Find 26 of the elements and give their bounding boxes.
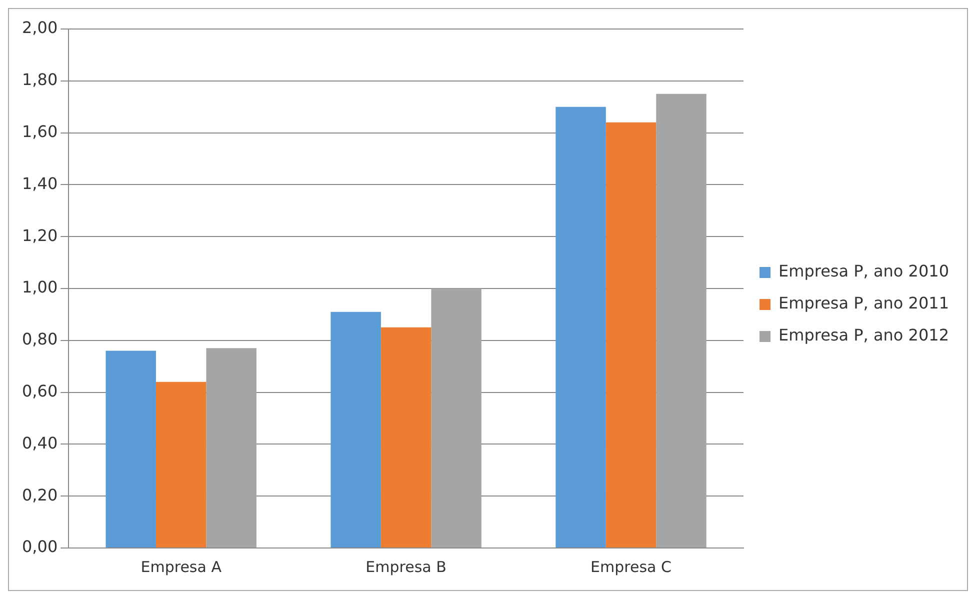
legend-label: Empresa P, ano 2011	[778, 294, 950, 313]
y-tick-label: 1,80	[22, 70, 58, 90]
bar	[106, 350, 156, 548]
y-tick-label: 0,20	[22, 485, 58, 504]
bar	[656, 94, 706, 548]
legend-label: Empresa P, ano 2012	[778, 326, 950, 345]
y-tick-label: 1,20	[22, 226, 58, 245]
x-tick-label: Empresa B	[366, 558, 446, 576]
bar	[206, 348, 256, 548]
y-tick-label: 0,60	[22, 381, 58, 400]
y-tick-label: 0,00	[22, 537, 58, 556]
bar	[156, 382, 206, 548]
y-tick-label: 0,80	[22, 330, 58, 349]
bar	[380, 327, 432, 548]
x-tick-label: Empresa C	[590, 558, 672, 576]
bar	[431, 288, 482, 548]
y-tick-label: 1,00	[22, 278, 58, 297]
legend-label: Empresa P, ano 2010	[778, 262, 950, 281]
bar	[556, 106, 606, 548]
y-tick-label: 0,40	[22, 433, 58, 452]
y-tick-label: 2,00	[22, 18, 58, 38]
bar	[606, 122, 656, 548]
bar	[330, 312, 381, 548]
y-tick-label: 1,60	[22, 122, 58, 141]
x-tick-label: Empresa A	[140, 558, 222, 576]
y-tick-label: 1,40	[22, 174, 58, 193]
